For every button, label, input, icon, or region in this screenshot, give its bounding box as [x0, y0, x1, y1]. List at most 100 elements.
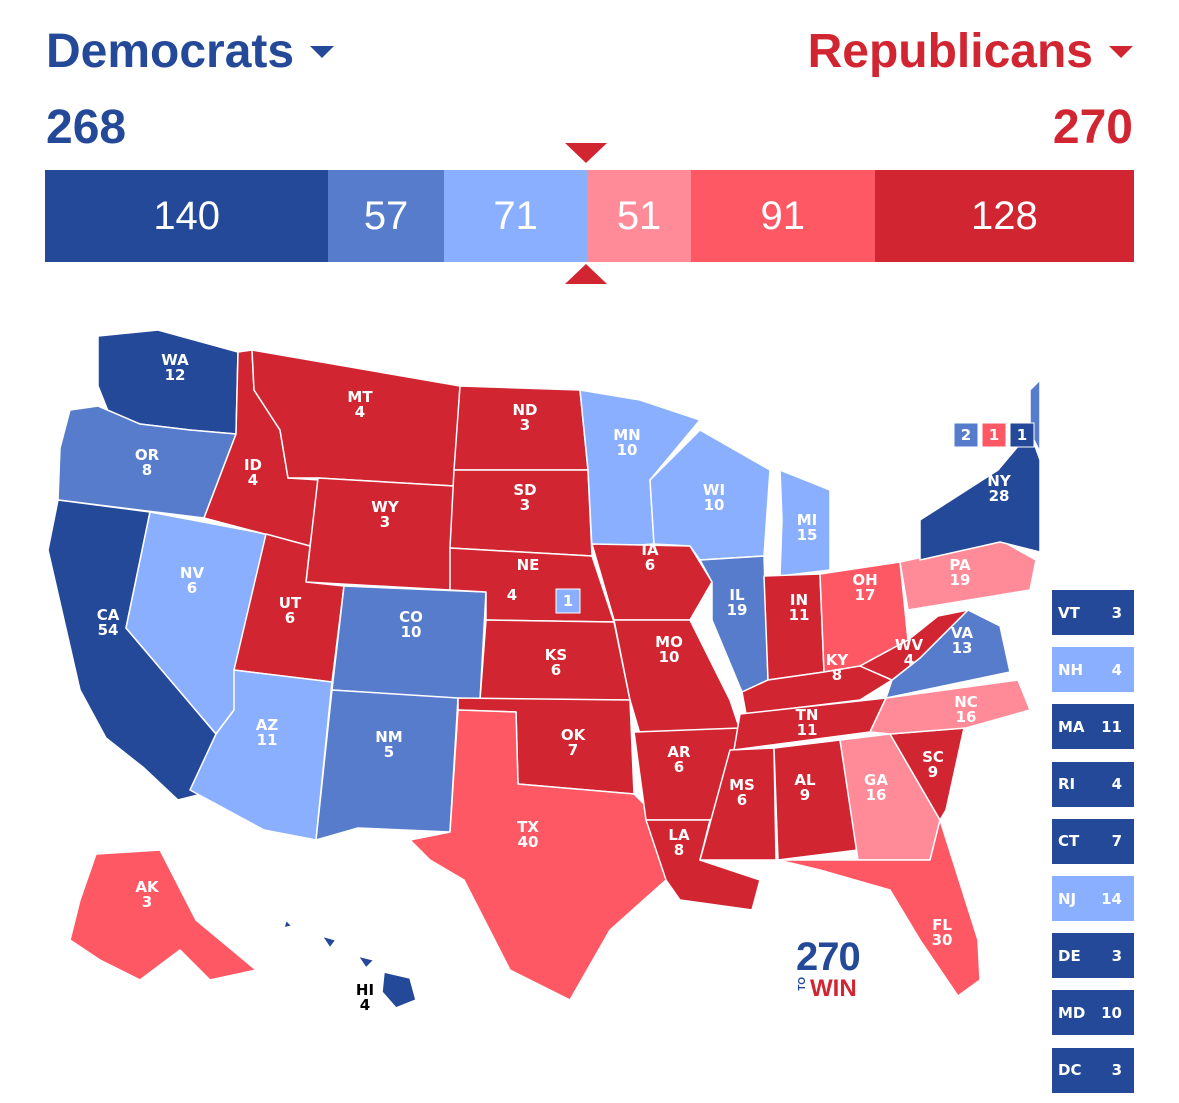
state-ev-mt: 4: [355, 403, 365, 421]
state-ak[interactable]: [69, 849, 257, 981]
state-label-ar: AR: [667, 743, 691, 761]
state-ev-nm: 5: [384, 743, 394, 761]
state-nc[interactable]: [869, 679, 1031, 735]
state-label-wv: WV: [895, 636, 924, 654]
side-state-abbr: MA: [1058, 717, 1085, 736]
bar-segment-safe-rep[interactable]: 128: [874, 170, 1134, 262]
state-label-ny: NY: [987, 472, 1012, 490]
bar-segment-likely-dem[interactable]: 57: [328, 170, 444, 262]
side-state-ri[interactable]: RI 4: [1052, 761, 1134, 807]
state-ev-wv: 4: [904, 651, 914, 669]
us-electoral-map: WA12OR8CA54NV6ID4MT4WY3UT6AZ11CO10NM5ND3…: [47, 329, 1040, 1014]
state-ev-ok: 7: [568, 741, 578, 759]
state-wv[interactable]: [859, 609, 969, 681]
state-ev-ut: 6: [285, 609, 295, 627]
state-in[interactable]: [763, 573, 825, 681]
district-box-ev: 2: [961, 426, 971, 444]
district-box-me-cd2[interactable]: 1: [981, 422, 1007, 448]
state-label-mo: MO: [655, 633, 683, 651]
state-tx[interactable]: [409, 709, 667, 1001]
state-ms[interactable]: [699, 747, 777, 861]
side-state-nh[interactable]: NH 4: [1052, 647, 1134, 693]
state-label-co: CO: [399, 608, 423, 626]
side-state-ev: 11: [1101, 717, 1122, 736]
state-label-mi: MI: [797, 511, 818, 529]
state-ev-wa: 12: [165, 366, 186, 384]
democrats-label: Democrats: [46, 25, 295, 78]
side-state-ev: 3: [1111, 603, 1122, 622]
state-label-ky: KY: [826, 651, 850, 669]
state-label-hi: HI: [356, 981, 374, 999]
state-ev-pa: 19: [950, 571, 971, 589]
state-label-mt: MT: [347, 388, 373, 406]
democrats-total: 268: [46, 101, 127, 154]
state-fl[interactable]: [777, 819, 981, 997]
logo-number: 270: [796, 935, 861, 979]
state-ev-tn: 11: [797, 721, 818, 739]
bar-segment-likely-rep[interactable]: 91: [690, 170, 875, 262]
state-mi[interactable]: [779, 469, 831, 577]
side-state-dc[interactable]: DC 3: [1052, 1047, 1134, 1093]
state-ev-or: 8: [142, 461, 152, 479]
state-ev-ak: 3: [142, 893, 152, 911]
side-state-nj[interactable]: NJ 14: [1052, 876, 1134, 921]
state-ny[interactable]: [919, 431, 1040, 561]
side-state-abbr: NH: [1058, 660, 1084, 679]
district-box-me-at-large[interactable]: 2: [953, 422, 979, 448]
state-ev-id: 4: [248, 471, 258, 489]
state-label-ak: AK: [135, 878, 160, 896]
state-ev-mn: 10: [617, 441, 638, 459]
district-box-ev: 1: [989, 426, 999, 444]
state-label-nv: NV: [180, 564, 205, 582]
state-label-ia: IA: [641, 541, 659, 559]
state-ev-ar: 6: [674, 758, 684, 776]
district-box-fill: [953, 422, 979, 448]
electoral-vote-bar: 140 57 71 51 91 128: [45, 170, 1134, 262]
state-ev-in: 11: [789, 606, 810, 624]
bar-segment-safe-dem[interactable]: 140: [45, 170, 329, 262]
state-label-il: IL: [729, 586, 745, 604]
side-state-ct[interactable]: CT 7: [1052, 818, 1134, 864]
270-marker-bottom-icon: [565, 264, 607, 284]
state-label-sd: SD: [513, 481, 536, 499]
district-box-me-cd1[interactable]: 1: [1009, 422, 1035, 448]
side-state-ev: 7: [1111, 832, 1122, 851]
state-label-nd: ND: [512, 401, 537, 419]
state-ev-wi: 10: [704, 496, 725, 514]
state-ev-az: 11: [257, 731, 278, 749]
state-label-sc: SC: [922, 748, 944, 766]
district-box-fill: [981, 422, 1007, 448]
bar-segment-lean-dem[interactable]: 71: [443, 170, 588, 262]
district-box-fill: [1009, 422, 1035, 448]
district-box-ev: 1: [1017, 426, 1027, 444]
state-ev-mi: 15: [797, 526, 818, 544]
state-ev-ne: 4: [507, 586, 517, 604]
side-state-md[interactable]: MD 10: [1052, 990, 1134, 1036]
state-co[interactable]: [331, 585, 487, 701]
logo-to: TO: [797, 977, 808, 991]
side-state-ma[interactable]: MA 11: [1052, 704, 1134, 750]
state-nm[interactable]: [315, 689, 459, 841]
bar-segment-lean-rep[interactable]: 51: [587, 170, 691, 262]
state-ev-fl: 30: [932, 931, 953, 949]
democrats-dropdown[interactable]: Democrats: [46, 24, 335, 79]
state-label-nc: NC: [954, 693, 978, 711]
side-state-de[interactable]: DE 3: [1052, 933, 1134, 979]
state-hi[interactable]: [283, 919, 417, 1009]
side-state-abbr: CT: [1058, 832, 1080, 851]
republicans-total: 270: [1052, 101, 1133, 154]
state-ev-oh: 17: [855, 586, 876, 604]
state-ev-va: 13: [952, 639, 973, 657]
270-marker-top-icon: [565, 143, 607, 163]
side-state-ev: 10: [1101, 1003, 1122, 1022]
state-label-ut: UT: [279, 594, 302, 612]
republicans-dropdown[interactable]: Republicans: [808, 24, 1133, 79]
state-wy[interactable]: [305, 477, 455, 591]
state-ev-nc: 16: [956, 708, 977, 726]
state-label-va: VA: [951, 624, 974, 642]
state-ev-hi: 4: [360, 996, 370, 1014]
side-state-vt[interactable]: VT 3: [1052, 590, 1134, 635]
side-state-ev: 3: [1111, 1061, 1122, 1080]
district-box-ne-cd2[interactable]: 1: [555, 588, 581, 614]
state-label-id: ID: [244, 456, 262, 474]
